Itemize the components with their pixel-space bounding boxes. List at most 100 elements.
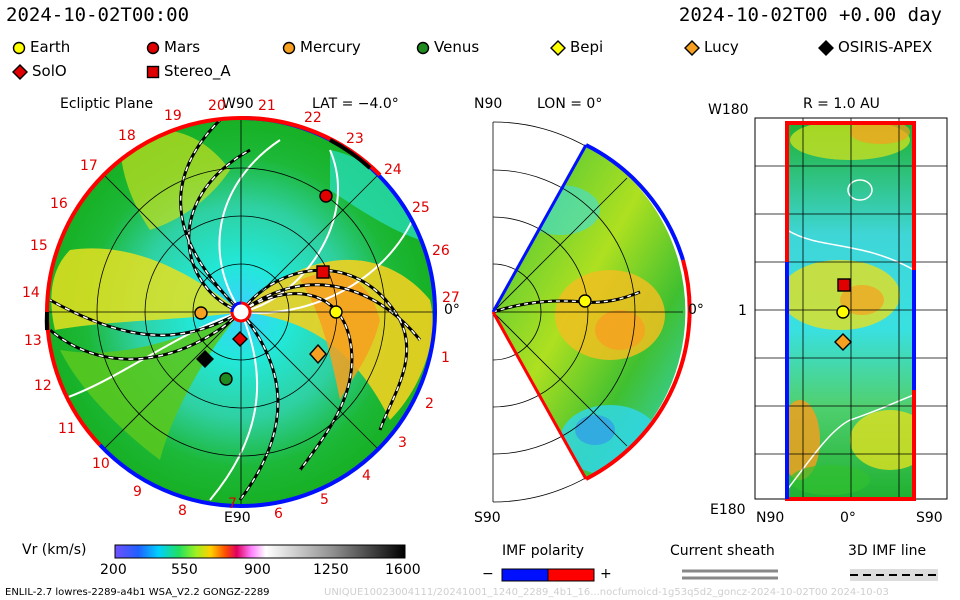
legend-label: Bepi	[570, 38, 604, 56]
datetime-right: 2024-10-02T00 +0.00 day	[678, 4, 942, 26]
carrington-tick: 4	[362, 468, 371, 484]
legend-solo: SolO	[12, 62, 67, 80]
carrington-tick: 5	[320, 492, 329, 508]
legend-mars: Mars	[146, 38, 200, 56]
osiris-apex-marker-icon	[818, 39, 834, 56]
meridional-panel	[491, 121, 692, 503]
stereo-a-marker-icon	[316, 265, 330, 279]
lucy-marker-icon	[684, 39, 700, 56]
solo-marker-icon	[12, 63, 28, 80]
carrington-tick: 1	[441, 350, 450, 366]
carrington-tick: 2	[425, 396, 434, 412]
colorbar-label: Vr (km/s)	[22, 542, 87, 558]
imf-line-label: 3D IMF line	[848, 543, 927, 559]
carrington-tick: 22	[304, 110, 322, 126]
legend-label: SolO	[32, 62, 67, 80]
footer-left: ENLIL-2.7 lowres-2289-a4b1 WSA_V2.2 GONG…	[5, 587, 270, 598]
carrington-tick: 16	[50, 196, 68, 212]
ecliptic-bottom-label: E90	[224, 510, 251, 526]
legend-label: Mars	[164, 38, 201, 56]
legend-label: Earth	[30, 38, 71, 56]
synoptic-x-label: N90	[756, 510, 785, 526]
carrington-tick: 18	[118, 128, 136, 144]
colorbar-tick: 900	[244, 562, 271, 578]
ecliptic-plane-panel	[44, 115, 438, 509]
polarity-negative-swatch	[501, 568, 549, 582]
meridional-lon-label: LON = 0°	[537, 96, 603, 112]
synoptic-panel	[754, 117, 948, 501]
carrington-tick: 25	[412, 200, 430, 216]
carrington-tick: 11	[58, 421, 76, 437]
carrington-tick: 7	[228, 496, 237, 512]
carrington-tick: 13	[24, 333, 42, 349]
carrington-tick: 17	[80, 158, 98, 174]
mars-marker-icon	[146, 41, 160, 54]
legend-label: Stereo_A	[164, 62, 231, 80]
earth-marker-icon	[836, 305, 850, 319]
colorbar-tick: 1600	[385, 562, 421, 578]
velocity-colorbar	[114, 544, 406, 559]
lucy-marker-icon	[834, 333, 852, 351]
synoptic-x-label: 0°	[840, 510, 856, 526]
carrington-tick: 24	[384, 162, 402, 178]
legend-earth: Earth	[12, 38, 70, 56]
carrington-tick: 26	[432, 243, 450, 259]
mercury-marker-icon	[282, 41, 296, 54]
polarity-positive-swatch	[547, 568, 595, 582]
carrington-tick: 12	[34, 378, 52, 394]
carrington-tick: 23	[346, 131, 364, 147]
stereo-a-marker-icon	[837, 278, 851, 292]
colorbar-tick: 200	[100, 562, 127, 578]
legend-stereo-a: Stereo_A	[146, 62, 231, 80]
synoptic-mid-left: 1	[738, 303, 747, 319]
ecliptic-right-label: 0°	[444, 302, 460, 318]
imf-polarity-plus: +	[600, 566, 612, 582]
carrington-tick: 6	[274, 506, 283, 522]
synoptic-x-label: S90	[916, 510, 943, 526]
ecliptic-top-label: W90	[222, 96, 254, 112]
footer-right: UNIQUE10023004111/20241001_1240_2289_4b1…	[324, 587, 889, 598]
ecliptic-lat-label: LAT = −4.0°	[312, 96, 399, 112]
carrington-tick: 8	[178, 503, 187, 519]
mars-marker-icon	[319, 189, 333, 203]
venus-marker-icon	[416, 41, 430, 54]
colorbar-tick: 550	[171, 562, 198, 578]
synoptic-top-left: W180	[708, 102, 749, 118]
imf-polarity-minus: −	[482, 566, 494, 582]
earth-marker-icon	[329, 305, 343, 319]
ecliptic-title: Ecliptic Plane	[60, 96, 154, 112]
current-sheath-label: Current sheath	[670, 543, 775, 559]
colorbar-tick: 1250	[313, 562, 349, 578]
meridional-top-label: N90	[474, 96, 503, 112]
legend-mercury: Mercury	[282, 38, 361, 56]
bepi-marker-icon	[550, 39, 566, 56]
lucy-marker-icon	[309, 343, 327, 365]
venus-marker-icon	[219, 372, 233, 386]
meridional-bottom-label: S90	[474, 510, 501, 526]
carrington-tick: 21	[258, 98, 276, 114]
carrington-tick: 9	[133, 484, 142, 500]
legend-venus: Venus	[416, 38, 479, 56]
mercury-marker-icon	[194, 306, 208, 320]
synoptic-title: R = 1.0 AU	[803, 96, 880, 112]
legend-osiris-apex: OSIRIS-APEX	[818, 38, 932, 56]
ecliptic-features	[47, 118, 435, 506]
earth-marker-icon	[578, 294, 592, 308]
legend-bepi: Bepi	[550, 38, 603, 56]
legend-label: Venus	[434, 38, 480, 56]
carrington-tick: 3	[398, 435, 407, 451]
solo-marker-icon	[232, 331, 248, 347]
carrington-tick: 15	[30, 238, 48, 254]
earth-marker-icon	[12, 41, 26, 54]
carrington-tick: 14	[22, 285, 40, 301]
carrington-tick: 10	[92, 456, 110, 472]
legend-lucy: Lucy	[684, 38, 739, 56]
meridional-right-label: 0°	[688, 302, 704, 318]
datetime-left: 2024-10-02T00:00	[6, 4, 190, 26]
osiris-apex-marker-icon	[196, 350, 214, 368]
stereo-a-marker-icon	[146, 65, 160, 78]
carrington-tick: 27	[442, 290, 460, 306]
carrington-tick: 19	[164, 108, 182, 124]
imf-polarity-label: IMF polarity	[502, 543, 585, 559]
